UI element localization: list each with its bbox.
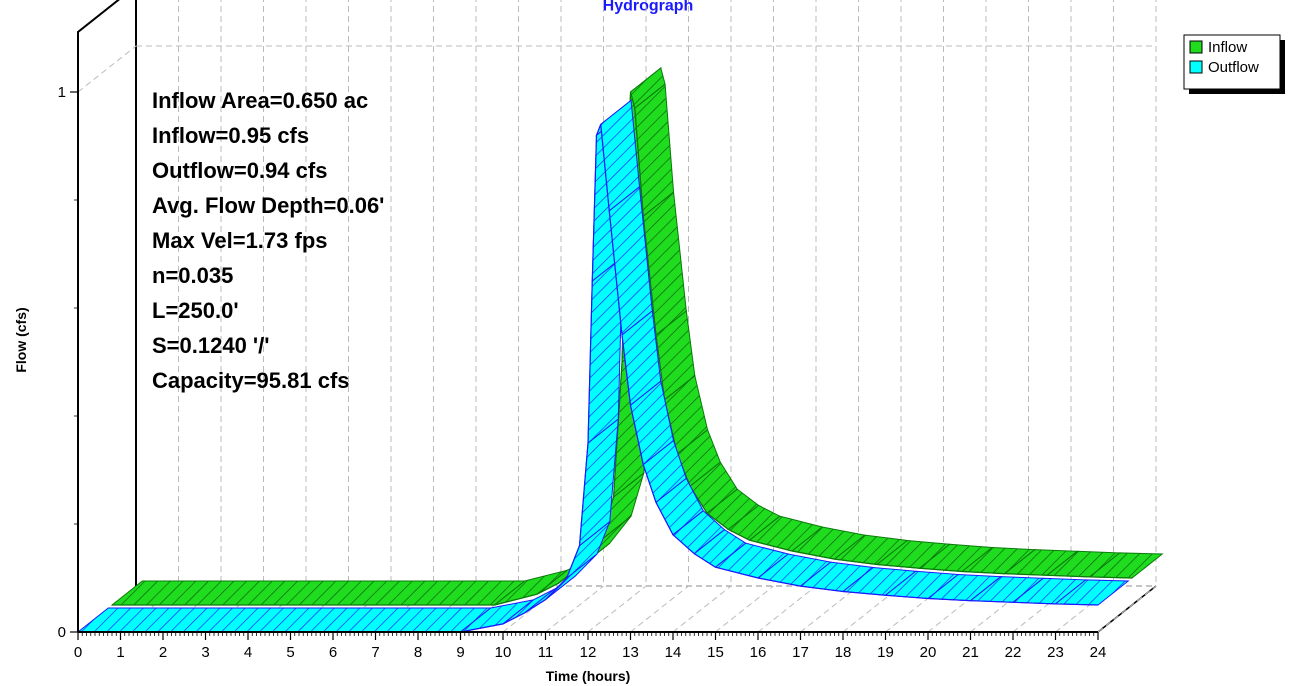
x-tick-label: 0	[74, 644, 82, 661]
series-outflow-segment	[76, 607, 493, 633]
x-tick-label: 12	[580, 644, 597, 661]
x-axis-title: Time (hours)	[546, 668, 631, 684]
x-tick-label: 7	[371, 644, 379, 661]
back-wall-left-edge	[77, 0, 137, 632]
legend-swatch-inflow	[1189, 40, 1203, 54]
annotation-line: Outflow=0.94 cfs	[152, 158, 327, 183]
legend: Inflow Outflow	[1183, 34, 1285, 94]
annotation-line: Inflow=0.95 cfs	[152, 123, 309, 148]
chart-title: Hydrograph	[603, 0, 694, 14]
floor-line-x	[672, 585, 732, 633]
x-tick-label: 19	[877, 644, 894, 661]
x-tick-label: 11	[538, 644, 554, 661]
x-tick-label: 20	[920, 644, 937, 661]
annotation-line: n=0.035	[152, 263, 233, 288]
x-tick-label: 3	[201, 644, 209, 661]
annotation-line: S=0.1240 '/'	[152, 333, 270, 358]
annotation-block: Inflow Area=0.650 ac Inflow=0.95 cfs Outfl…	[152, 88, 384, 393]
x-tick-label: 1	[116, 644, 124, 661]
series-outflow-line	[78, 124, 1099, 633]
x-tick-label: 13	[622, 644, 639, 661]
series-inflow-segment	[110, 580, 527, 606]
x-tick-label: 24	[1090, 644, 1107, 661]
annotation-line: Avg. Flow Depth=0.06'	[152, 193, 384, 218]
y-tick-label: 1	[58, 84, 66, 101]
x-tick-label: 15	[707, 644, 724, 661]
x-tick-label: 5	[286, 644, 294, 661]
annotation-line: L=250.0'	[152, 298, 239, 323]
x-tick-label: 4	[244, 644, 252, 661]
y-axis-title: Flow (cfs)	[13, 307, 29, 372]
grid-line-y-depth	[77, 45, 137, 93]
x-tick-label: 2	[159, 644, 167, 661]
floor-line-x	[630, 585, 689, 633]
floor-line-x	[545, 585, 604, 633]
x-tick-label: 14	[665, 644, 682, 661]
y-tick-label: 0	[58, 624, 66, 641]
legend-label-outflow: Outflow	[1208, 59, 1259, 76]
x-tick-label: 9	[456, 644, 464, 661]
floor-line-x	[1097, 585, 1157, 633]
legend-label-inflow: Inflow	[1208, 39, 1247, 56]
x-tick-label: 22	[1005, 644, 1022, 661]
floor-line-x	[757, 585, 817, 633]
x-tick-label: 18	[835, 644, 852, 661]
series-layer	[76, 66, 1164, 633]
annotation-line: Inflow Area=0.650 ac	[152, 88, 368, 113]
x-tick-label: 10	[495, 644, 512, 661]
legend-swatch-outflow	[1189, 60, 1203, 74]
x-tick-label: 6	[329, 644, 337, 661]
x-tick-label: 23	[1047, 644, 1064, 661]
axes: 0 1 2 3 4 5 6 7 8 9 10 11 12 13 14 15 16 17 18 19 20 21 22 23 24…	[58, 32, 1107, 661]
x-tick-label: 16	[750, 644, 767, 661]
floor-line-x	[715, 585, 774, 633]
annotation-line: Max Vel=1.73 fps	[152, 228, 328, 253]
floor-line-x	[800, 585, 859, 633]
x-tick-label: 17	[792, 644, 809, 661]
x-tick-label: 8	[414, 644, 422, 661]
x-tick-label: 21	[962, 644, 979, 661]
floor-line-x	[587, 585, 647, 633]
annotation-line: Capacity=95.81 cfs	[152, 368, 350, 393]
